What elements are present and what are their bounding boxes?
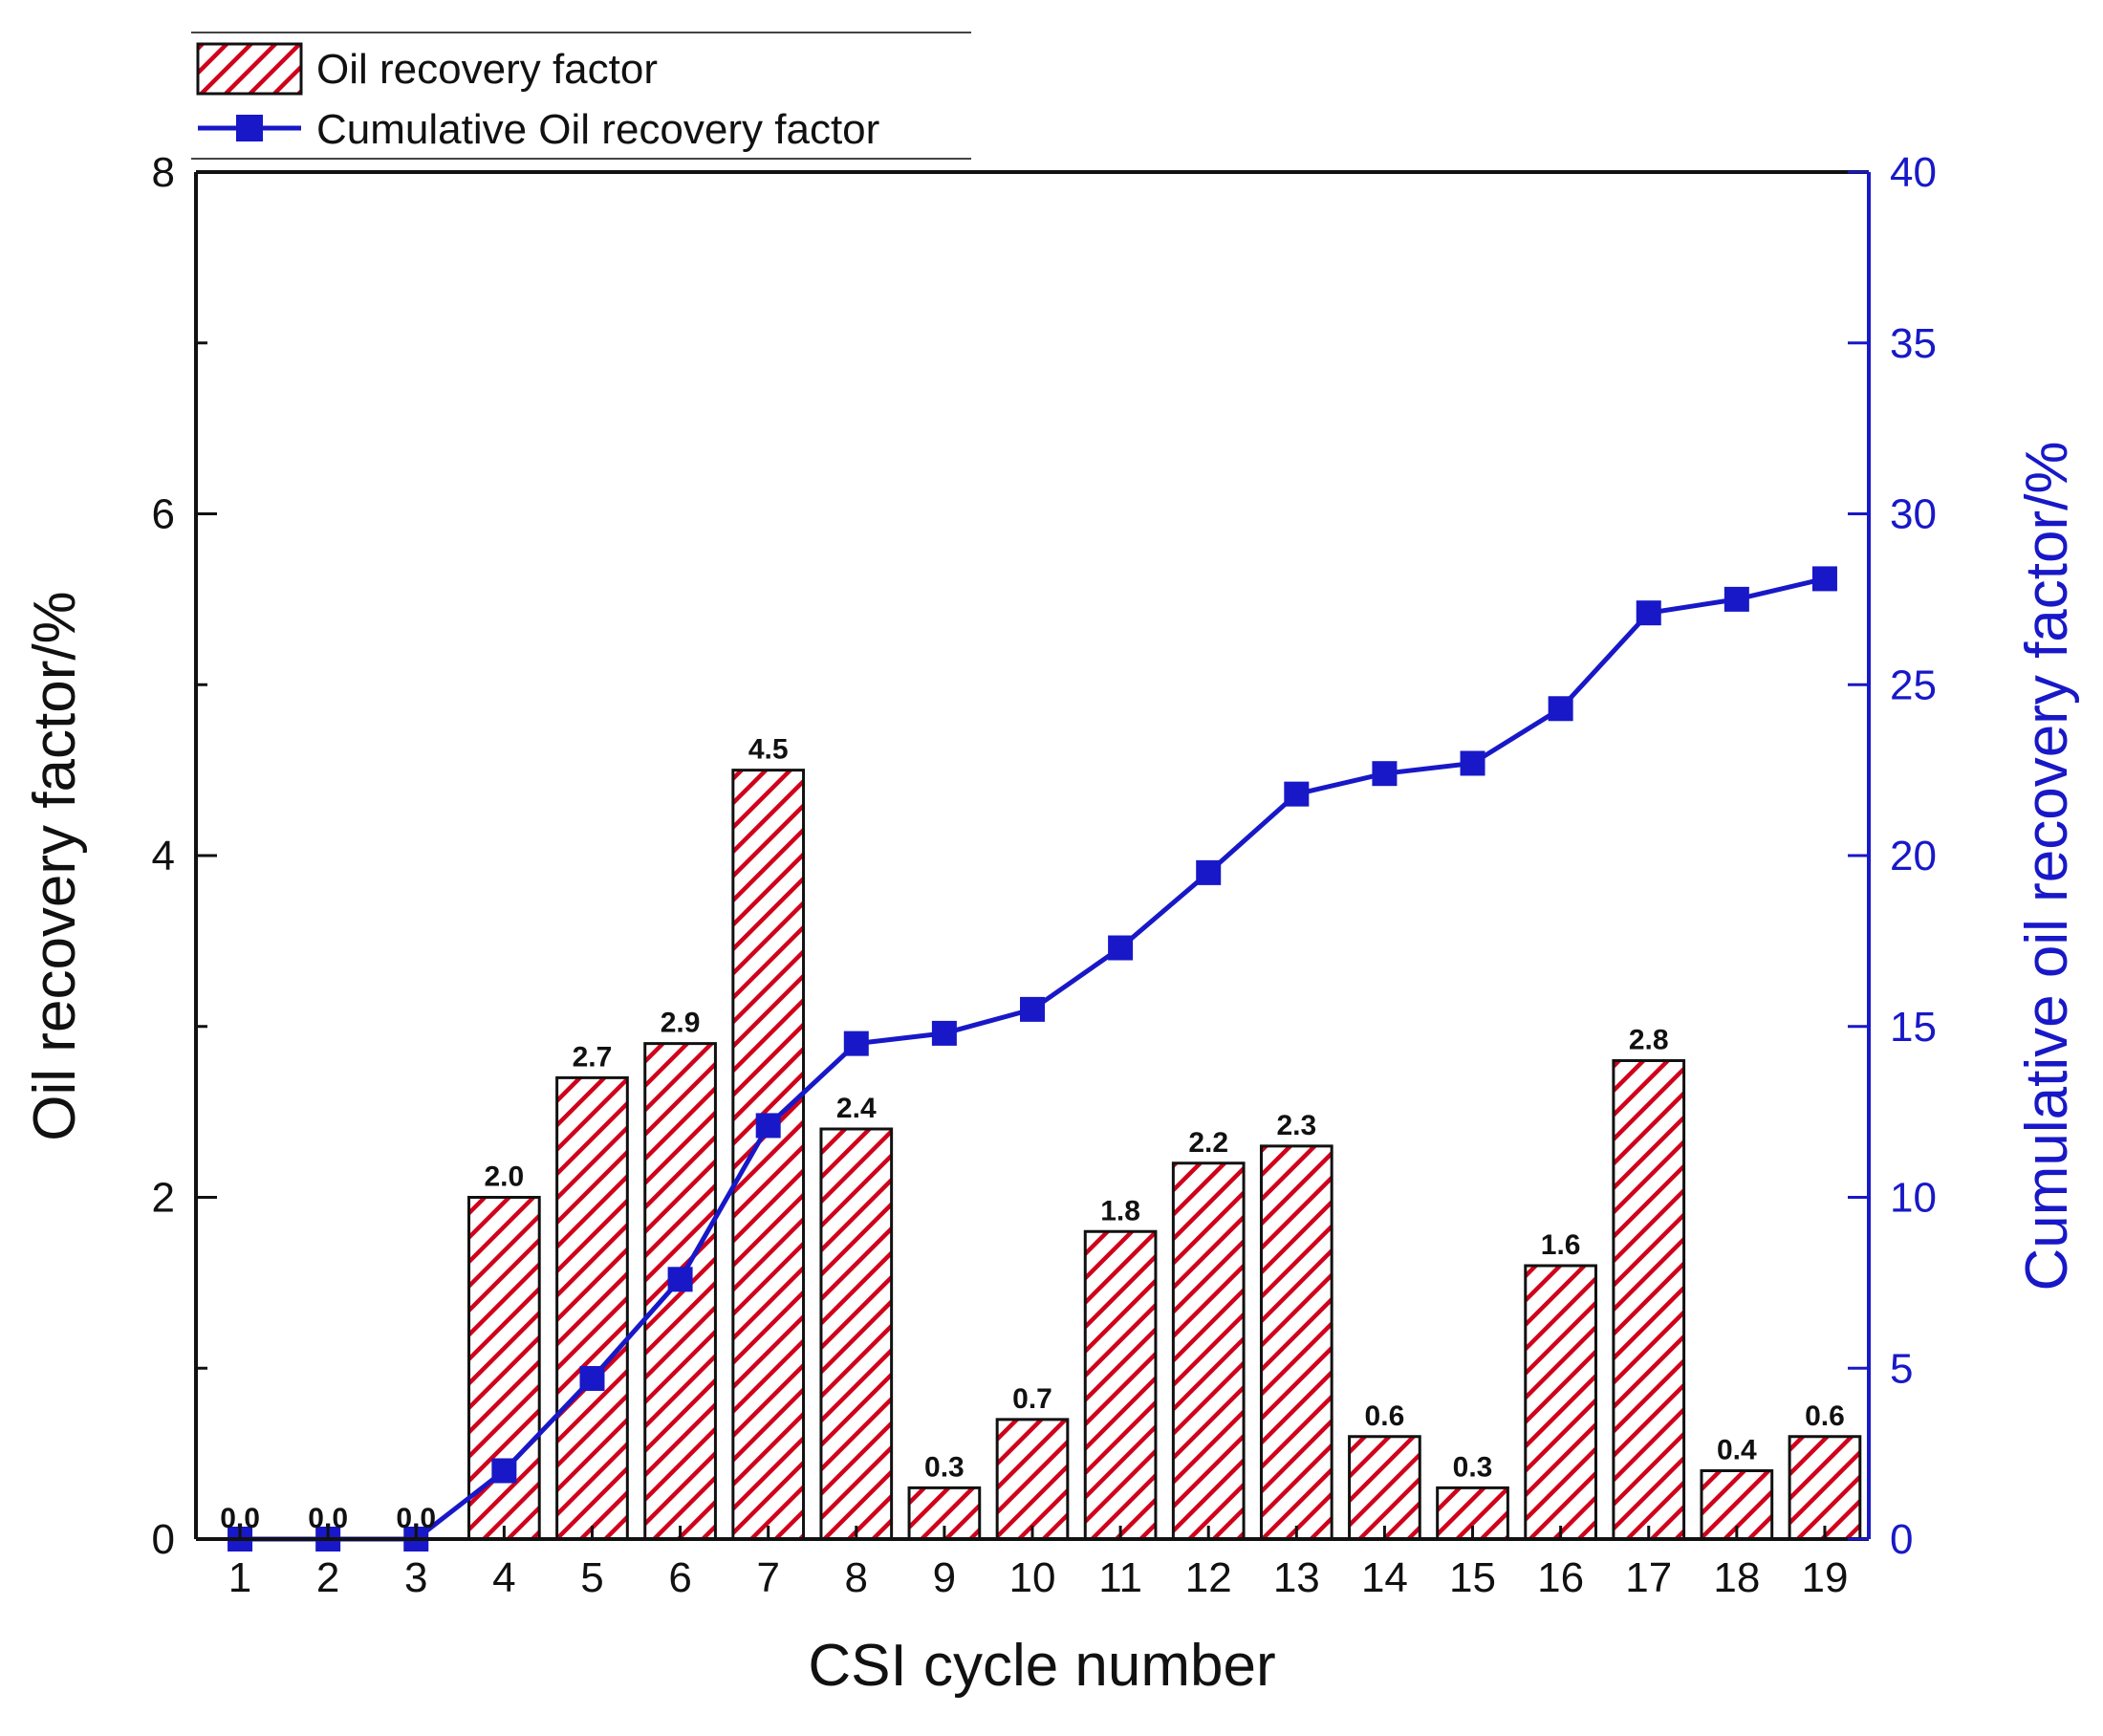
bar-cycle-17 — [1612, 1059, 1686, 1541]
bar-value-label: 1.8 — [1100, 1195, 1140, 1226]
x-axis-title: CSI cycle number — [808, 1633, 1275, 1699]
bar-cycle-8 — [819, 1127, 894, 1541]
cumulative-point-5 — [579, 1365, 605, 1391]
bar-value-label: 0.0 — [396, 1503, 436, 1534]
bar-value-label: 2.9 — [661, 1008, 701, 1039]
bar-value-label: 2.0 — [485, 1161, 525, 1193]
bar-cycle-11 — [1083, 1229, 1158, 1541]
right-tick-label: 10 — [1890, 1175, 1937, 1222]
left-tick-label: 4 — [152, 833, 175, 879]
bar-value-label: 0.0 — [220, 1503, 260, 1534]
cumulative-point-13 — [1284, 781, 1310, 807]
legend: Oil recovery factor Cumulative Oil recov… — [191, 32, 971, 160]
left-tick-label: 0 — [152, 1516, 175, 1563]
bar-value-label: 2.3 — [1276, 1110, 1316, 1141]
cumulative-point-8 — [843, 1031, 869, 1056]
x-tick-label: 9 — [933, 1554, 956, 1601]
bar-value-label: 0.7 — [1012, 1383, 1052, 1415]
x-tick-label: 16 — [1537, 1554, 1584, 1601]
bar-value-label: 0.0 — [308, 1503, 348, 1534]
x-tick-label: 6 — [668, 1554, 691, 1601]
cumulative-point-10 — [1020, 996, 1045, 1022]
bar-value-label: 0.3 — [924, 1451, 965, 1483]
x-tick-label: 1 — [228, 1554, 251, 1601]
cumulative-point-9 — [931, 1020, 957, 1046]
right-tick-label: 0 — [1890, 1516, 1913, 1563]
x-tick-label: 18 — [1713, 1554, 1760, 1601]
bar-cycle-5 — [555, 1075, 629, 1541]
x-tick-label: 12 — [1185, 1554, 1232, 1601]
bars-layer — [467, 769, 1862, 1541]
right-axis-title: Cumulative oil recovery factor/% — [2014, 442, 2080, 1291]
legend-marker-swatch — [236, 115, 263, 141]
legend-bar-swatch — [196, 42, 303, 96]
x-axis-ticks: 1 2 3 4 5 6 7 8 9 10 11 12 13 14 15 16 17 18 19 — [228, 1526, 1848, 1601]
cumulative-point-7 — [755, 1113, 781, 1139]
cumulative-point-4 — [491, 1458, 517, 1484]
right-axis-ticks: 0 5 10 15 20 25 30 35 40 — [1848, 149, 1937, 1563]
right-tick-label: 20 — [1890, 833, 1937, 879]
cumulative-point-6 — [667, 1267, 693, 1292]
right-tick-label: 25 — [1890, 662, 1937, 708]
x-tick-label: 19 — [1801, 1554, 1848, 1601]
x-tick-label: 14 — [1361, 1554, 1408, 1601]
x-tick-label: 13 — [1273, 1554, 1320, 1601]
cumulative-point-15 — [1460, 750, 1485, 776]
bar-value-label: 2.2 — [1188, 1127, 1228, 1159]
bar-cycle-19 — [1788, 1435, 1862, 1541]
cumulative-line-layer — [228, 566, 1837, 1552]
cumulative-point-16 — [1548, 696, 1573, 722]
bar-value-label: 0.4 — [1717, 1435, 1757, 1466]
bar-cycle-10 — [995, 1418, 1070, 1541]
right-tick-label: 35 — [1890, 320, 1937, 367]
left-axis-title: Oil recovery factor/% — [22, 591, 88, 1140]
x-tick-label: 10 — [1009, 1554, 1056, 1601]
left-axis-ticks: 0 2 4 6 8 — [152, 149, 217, 1563]
bar-cycle-12 — [1171, 1161, 1246, 1541]
bar-value-label: 0.6 — [1365, 1400, 1405, 1432]
bar-cycle-7 — [731, 769, 806, 1541]
x-tick-label: 2 — [316, 1554, 339, 1601]
bar-cycle-16 — [1524, 1264, 1597, 1541]
cumulative-point-17 — [1636, 600, 1661, 626]
left-tick-label: 8 — [152, 149, 175, 196]
bar-value-label: 2.4 — [836, 1093, 877, 1124]
left-tick-label: 2 — [152, 1175, 175, 1222]
bar-value-label: 0.3 — [1453, 1451, 1493, 1483]
x-tick-label: 15 — [1449, 1554, 1496, 1601]
cumulative-point-14 — [1372, 761, 1398, 787]
cumulative-point-18 — [1724, 586, 1749, 612]
legend-label-oil-recovery: Oil recovery factor — [316, 46, 658, 93]
bar-value-label: 2.8 — [1629, 1025, 1669, 1056]
x-tick-label: 8 — [845, 1554, 868, 1601]
x-tick-label: 11 — [1098, 1554, 1142, 1601]
bar-value-label: 0.6 — [1805, 1400, 1845, 1432]
right-tick-label: 15 — [1890, 1004, 1937, 1051]
cumulative-point-11 — [1108, 935, 1134, 961]
x-tick-label: 17 — [1625, 1554, 1672, 1601]
left-tick-label: 6 — [152, 491, 175, 538]
bar-value-label: 2.7 — [573, 1041, 613, 1073]
cumulative-point-19 — [1811, 566, 1837, 592]
right-tick-label: 5 — [1890, 1345, 1913, 1392]
bar-cycle-13 — [1259, 1144, 1333, 1541]
bar-value-label: 1.6 — [1541, 1229, 1581, 1261]
bar-value-labels: 0.0 0.0 0.0 2.0 2.7 2.9 4.5 2.4 0.3 0.7 1.8 2.2 2.3 0… — [220, 734, 1845, 1534]
bar-cycle-14 — [1348, 1435, 1421, 1541]
x-tick-label: 5 — [580, 1554, 603, 1601]
x-tick-label: 7 — [756, 1554, 779, 1601]
x-tick-label: 3 — [404, 1554, 427, 1601]
bar-value-label: 4.5 — [748, 734, 789, 766]
x-tick-label: 4 — [492, 1554, 515, 1601]
cumulative-point-12 — [1196, 859, 1222, 885]
right-tick-label: 30 — [1890, 491, 1937, 538]
right-tick-label: 40 — [1890, 149, 1937, 196]
legend-label-cumulative: Cumulative Oil recovery factor — [316, 106, 879, 153]
